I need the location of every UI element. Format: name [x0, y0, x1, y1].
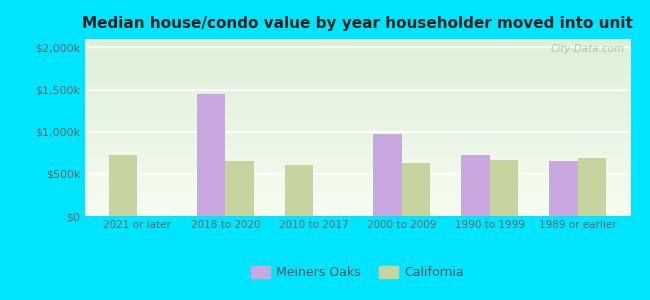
Bar: [285, 165, 313, 216]
Bar: [402, 163, 430, 216]
Bar: [226, 161, 254, 216]
Bar: [549, 161, 578, 216]
Legend: Meiners Oaks, California: Meiners Oaks, California: [246, 261, 469, 284]
Bar: [462, 155, 489, 216]
Bar: [197, 94, 226, 216]
Bar: [489, 160, 518, 216]
Text: City-Data.com: City-Data.com: [551, 44, 625, 54]
Bar: [578, 158, 606, 216]
Bar: [109, 155, 137, 216]
Title: Median house/condo value by year householder moved into unit: Median house/condo value by year househo…: [82, 16, 633, 31]
Bar: [373, 134, 402, 216]
